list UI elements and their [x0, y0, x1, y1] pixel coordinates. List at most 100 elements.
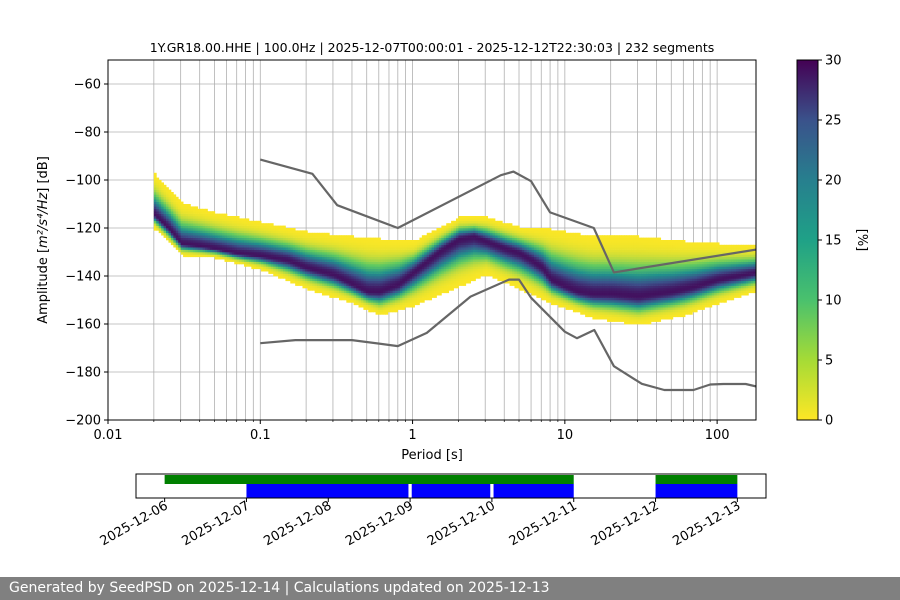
psd-density-cell — [382, 249, 386, 253]
psd-density-cell — [353, 247, 357, 250]
psd-density-cell — [419, 297, 423, 301]
psd-density-cell — [599, 247, 603, 250]
psd-density-cell — [222, 256, 225, 260]
psd-density-cell — [339, 290, 342, 294]
psd-density-cell — [441, 235, 445, 238]
psd-density-cell — [399, 307, 403, 310]
psd-density-cell — [609, 302, 613, 306]
psd-density-cell — [346, 256, 350, 260]
psd-density-cell — [546, 261, 549, 265]
psd-density-cell — [543, 249, 547, 253]
psd-density-cell — [370, 307, 374, 310]
psd-density-cell — [431, 256, 435, 260]
psd-density-cell — [348, 240, 352, 243]
psd-density-cell — [185, 218, 189, 222]
psd-density-cell — [499, 230, 503, 234]
psd-density-cell — [163, 235, 167, 238]
psd-density-cell — [166, 218, 169, 222]
psd-density-cell — [514, 283, 518, 286]
psd-density-cell — [580, 247, 584, 250]
psd-density-cell — [390, 280, 394, 284]
psd-density-cell — [385, 256, 389, 260]
psd-density-cell — [480, 242, 484, 246]
psd-density-cell — [521, 271, 525, 274]
psd-density-cell — [536, 228, 540, 231]
psd-density-cell — [531, 244, 535, 248]
psd-density-cell — [253, 223, 257, 226]
psd-density-cell — [548, 259, 552, 262]
psd-density-cell — [412, 304, 415, 308]
psd-density-cell — [611, 319, 615, 322]
psd-density-cell — [392, 261, 396, 265]
psd-density-cell — [607, 309, 610, 313]
psd-density-cell — [409, 261, 413, 265]
psd-density-cell — [536, 261, 540, 265]
psd-density-cell — [416, 264, 420, 267]
psd-density-cell — [434, 244, 437, 248]
psd-density-cell — [416, 276, 420, 279]
psd-density-cell — [180, 252, 184, 255]
psd-density-cell — [533, 232, 537, 236]
psd-density-cell — [380, 295, 384, 298]
psd-density-cell — [419, 242, 423, 246]
psd-density-cell — [563, 295, 567, 298]
psd-density-cell — [209, 252, 213, 255]
psd-density-cell — [504, 235, 508, 238]
psd-density-cell — [458, 230, 462, 234]
psd-density-cell — [336, 237, 340, 241]
psd-density-cell — [175, 220, 179, 224]
psd-density-cell — [268, 261, 272, 265]
psd-density-cell — [441, 244, 445, 248]
psd-density-cell — [416, 283, 420, 286]
psd-density-cell — [287, 235, 291, 238]
psd-density-cell — [346, 285, 350, 289]
psd-density-cell — [604, 290, 608, 294]
psd-density-cell — [207, 230, 211, 234]
psd-density-cell — [438, 280, 442, 284]
psd-density-cell — [321, 249, 325, 253]
psd-density-cell — [326, 249, 330, 253]
psd-density-cell — [541, 235, 545, 238]
psd-density-cell — [568, 244, 571, 248]
psd-density-cell — [441, 268, 445, 272]
psd-density-cell — [387, 254, 391, 258]
psd-density-cell — [451, 230, 454, 234]
psd-density-cell — [587, 297, 591, 301]
psd-density-cell — [589, 278, 593, 282]
psd-density-cell — [351, 268, 355, 272]
psd-density-cell — [222, 240, 225, 243]
psd-density-cell — [368, 259, 372, 262]
psd-density-cell — [205, 244, 208, 248]
psd-density-cell — [575, 244, 579, 248]
psd-density-cell — [526, 235, 530, 238]
psd-density-cell — [404, 300, 408, 303]
psd-density-cell — [246, 240, 250, 243]
psd-density-cell — [360, 276, 364, 279]
psd-density-cell — [443, 278, 447, 282]
psd-density-cell — [331, 288, 335, 291]
psd-density-cell — [550, 235, 554, 238]
psd-density-cell — [485, 256, 489, 260]
psd-density-cell — [280, 261, 284, 265]
psd-density-cell — [399, 280, 403, 284]
psd-density-cell — [375, 244, 379, 248]
psd-density-cell — [251, 264, 255, 267]
psd-density-cell — [599, 252, 603, 255]
psd-density-cell — [180, 223, 184, 226]
psd-density-cell — [370, 252, 374, 255]
psd-density-cell — [302, 276, 306, 279]
psd-density-cell — [348, 249, 352, 253]
psd-density-cell — [339, 273, 342, 277]
psd-density-cell — [373, 300, 376, 303]
psd-density-cell — [312, 271, 316, 274]
psd-density-cell — [202, 230, 206, 234]
psd-density-cell — [509, 273, 513, 277]
psd-density-cell — [421, 256, 425, 260]
psd-density-cell — [173, 196, 177, 200]
psd-density-cell — [421, 261, 425, 265]
psd-density-cell — [531, 254, 535, 258]
psd-density-cell — [363, 244, 367, 248]
psd-density-cell — [380, 249, 384, 253]
psd-density-cell — [558, 240, 562, 243]
psd-density-cell — [458, 218, 462, 222]
